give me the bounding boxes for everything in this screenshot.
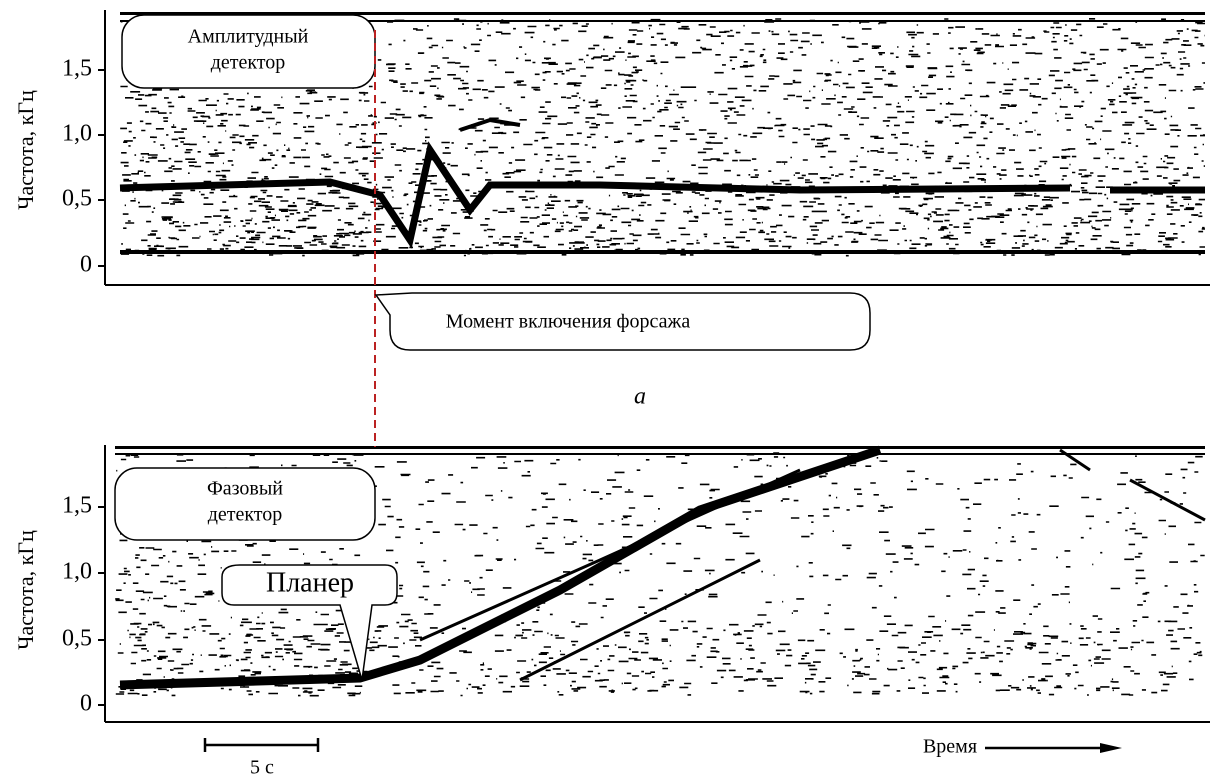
callout-text: Амплитудный <box>188 26 309 48</box>
y-tick-label: 0,5 <box>62 626 92 652</box>
spectrogram-b <box>115 445 1206 697</box>
callout-box <box>114 467 376 541</box>
y-tick-label: 1,5 <box>62 56 92 82</box>
spectrogram-a <box>119 12 1206 257</box>
time-arrow-head <box>1100 743 1122 753</box>
y-tick-label: 0,5 <box>62 186 92 212</box>
y-tick-label: 0 <box>80 691 92 717</box>
callout-text: детектор <box>208 504 283 526</box>
band <box>120 250 1205 254</box>
y-tick-label: 1,0 <box>62 121 92 147</box>
y-tick-label: 0 <box>80 252 92 278</box>
y-tick-label: 1,5 <box>62 493 92 519</box>
event-callout-box <box>374 292 871 351</box>
caption: а <box>634 384 646 410</box>
callout-text: детектор <box>211 52 286 74</box>
time-label: Время <box>923 736 977 758</box>
y-axis-label: Частота, кГц <box>13 530 38 650</box>
scale-bar-label: 5 с <box>250 757 274 779</box>
glider-callout <box>221 564 398 681</box>
glider-label: Планер <box>266 567 354 598</box>
trace <box>459 117 521 132</box>
band <box>120 12 1205 15</box>
band <box>120 20 1205 22</box>
callout-text: Фазовый <box>207 478 283 500</box>
trace <box>119 141 1205 249</box>
band <box>115 446 1205 449</box>
trace <box>419 448 1206 682</box>
band <box>115 453 1205 455</box>
event-callout-text: Момент включения форсажа <box>446 311 691 333</box>
y-axis-label: Частота, кГц <box>13 90 38 210</box>
y-tick-label: 1,0 <box>62 559 92 585</box>
callout-box <box>121 14 376 89</box>
